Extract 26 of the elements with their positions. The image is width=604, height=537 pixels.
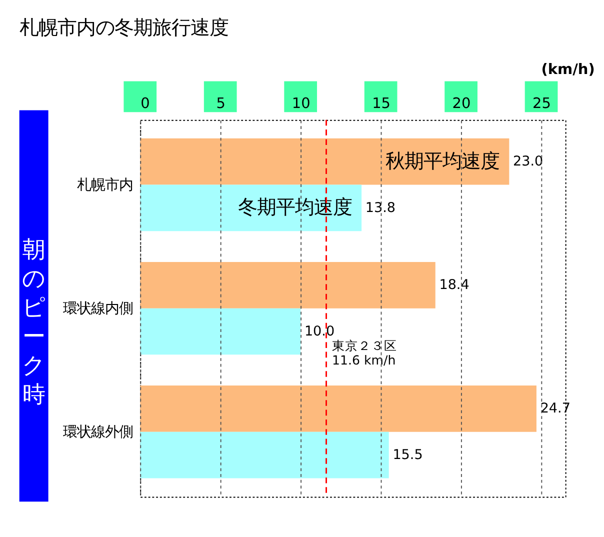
bar (140, 386, 536, 432)
y-tick-label: 環状線内側 (62, 301, 133, 318)
x-tick-label: 5 (216, 96, 226, 112)
bar (140, 432, 389, 478)
data-label: 15.5 (392, 446, 423, 463)
data-label: 13.8 (365, 200, 396, 216)
bar (140, 138, 510, 185)
x-tick-label: 25 (532, 96, 551, 112)
data-label: 10.0 (304, 323, 335, 340)
bar (140, 308, 301, 355)
y-axis-title: 朝のピーク時 (22, 236, 46, 408)
data-label: 24.7 (540, 400, 570, 417)
y-tick-label: 札幌市内 (76, 178, 133, 194)
x-tick-label: 15 (372, 96, 391, 112)
x-tick-label: 20 (452, 96, 471, 112)
x-axis-title: (km/h) (541, 62, 595, 78)
ref-line-label: 東京２３区 11.6 km/h (332, 338, 398, 368)
y-tick-label: 環状線外側 (62, 424, 133, 441)
x-tick-label: 0 (140, 96, 150, 112)
series-label: 秋期平均速度 (386, 149, 500, 172)
bar (140, 262, 436, 308)
data-label: 18.4 (439, 277, 470, 294)
data-label: 23.0 (513, 153, 544, 170)
x-tick-label: 10 (292, 96, 310, 112)
chart-title: 札幌市内の冬期旅行速度 (19, 16, 228, 39)
bar (140, 184, 362, 232)
